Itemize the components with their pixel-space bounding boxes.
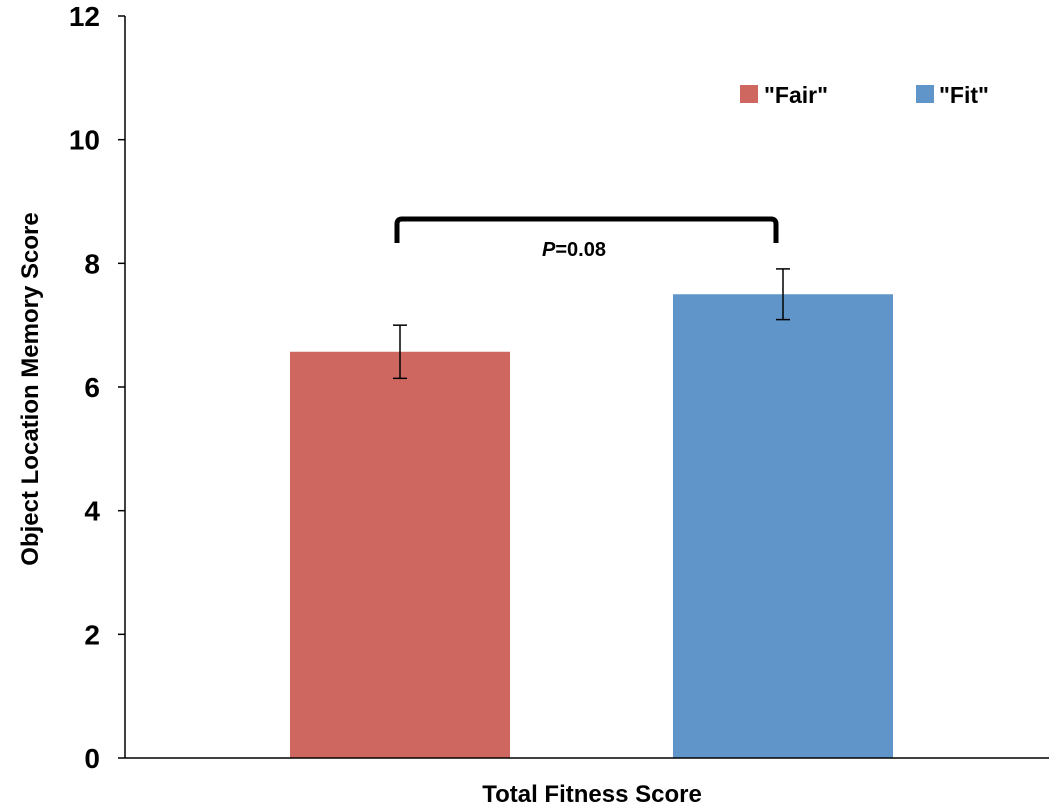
bar-fair [290, 351, 510, 758]
bar-fit [673, 294, 893, 758]
y-tick-label: 6 [84, 372, 100, 403]
y-axis-ticks: 0 2 4 6 8 10 12 [69, 1, 125, 774]
y-tick-label: 10 [69, 125, 100, 156]
y-tick-label: 0 [84, 743, 100, 774]
legend-swatch-fair [740, 85, 758, 103]
legend: "Fair" "Fit" [740, 82, 989, 108]
legend-label-fit: "Fit" [939, 82, 989, 108]
y-tick-label: 4 [84, 496, 100, 527]
x-axis-title: Total Fitness Score [482, 781, 702, 808]
p-value-annotation: P=0.08 [542, 239, 606, 261]
y-tick-label: 8 [84, 248, 100, 279]
legend-swatch-fit [916, 85, 934, 103]
bars [290, 294, 893, 758]
y-tick-label: 12 [69, 1, 100, 32]
y-axis-title: Object Location Memory Score [17, 212, 44, 565]
significance-bracket [394, 216, 779, 243]
y-tick-label: 2 [84, 619, 100, 650]
error-bars [393, 268, 790, 380]
legend-label-fair: "Fair" [764, 82, 828, 108]
